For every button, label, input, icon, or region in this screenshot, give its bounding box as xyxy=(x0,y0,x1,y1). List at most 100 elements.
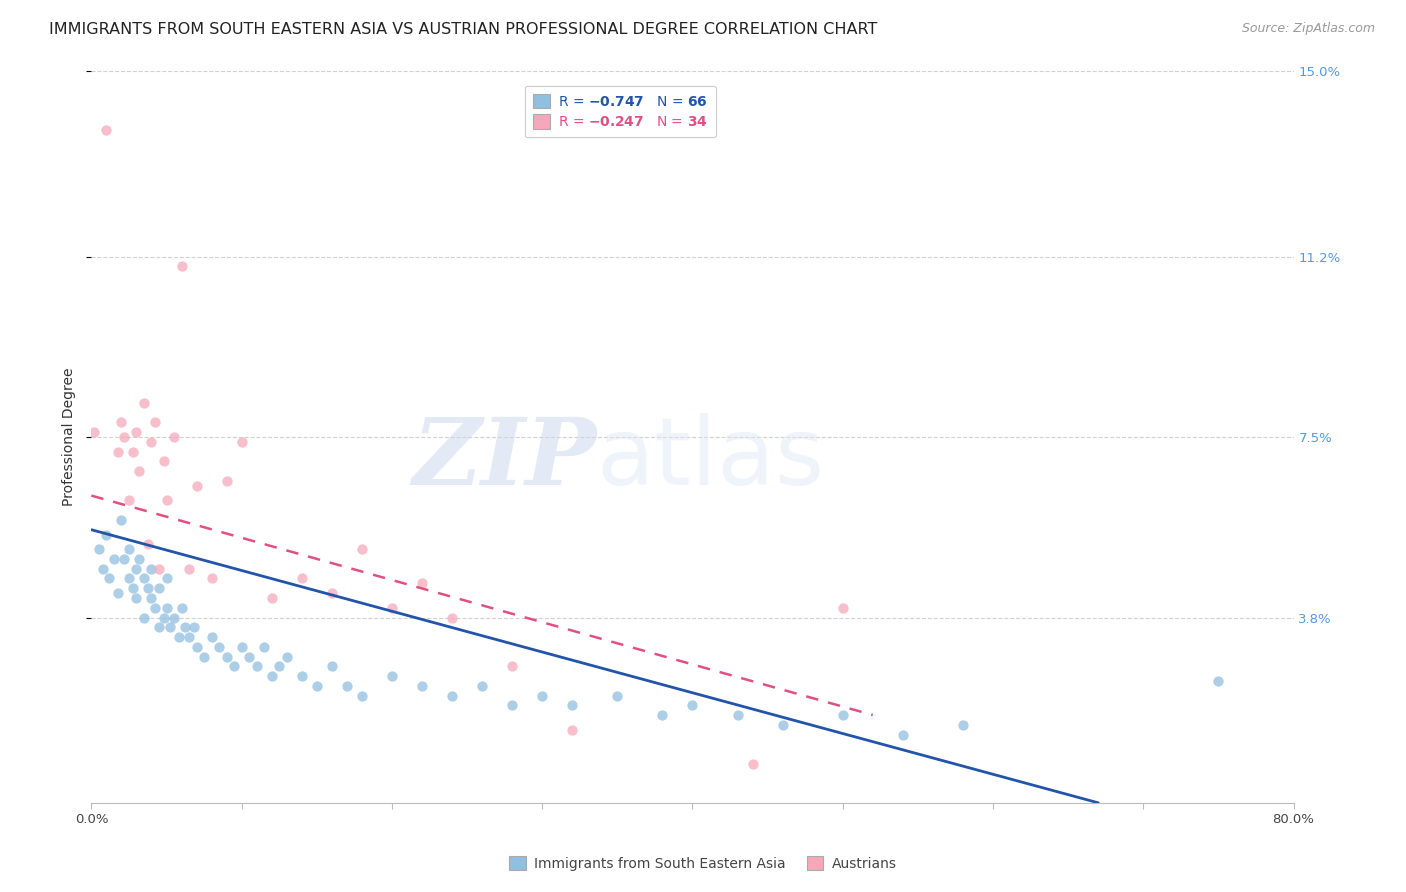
Point xyxy=(531,689,554,703)
Point xyxy=(152,454,174,468)
Point xyxy=(148,562,170,576)
Point xyxy=(215,474,238,488)
Point xyxy=(321,659,343,673)
Point xyxy=(159,620,181,634)
Point xyxy=(155,493,177,508)
Point xyxy=(350,689,373,703)
Point xyxy=(253,640,276,654)
Legend: Immigrants from South Eastern Asia, Austrians: Immigrants from South Eastern Asia, Aust… xyxy=(503,850,903,876)
Point xyxy=(110,416,132,430)
Point xyxy=(231,434,253,449)
Point xyxy=(501,659,523,673)
Point xyxy=(1208,673,1230,688)
Point xyxy=(114,430,136,444)
Text: Source: ZipAtlas.com: Source: ZipAtlas.com xyxy=(1241,22,1375,36)
Point xyxy=(125,562,148,576)
Legend: R = $\mathbf{-0.747}$   N = $\mathbf{66}$, R = $\mathbf{-0.247}$   N = $\mathbf{: R = $\mathbf{-0.747}$ N = $\mathbf{66}$,… xyxy=(524,86,716,137)
Text: atlas: atlas xyxy=(596,413,824,505)
Point xyxy=(186,479,208,493)
Point xyxy=(952,718,974,732)
Point xyxy=(118,572,141,586)
Point xyxy=(276,649,298,664)
Point xyxy=(350,542,373,557)
Point xyxy=(208,640,231,654)
Point xyxy=(231,640,253,654)
Point xyxy=(87,542,110,557)
Text: ZIP: ZIP xyxy=(412,414,596,504)
Point xyxy=(561,723,583,737)
Point xyxy=(163,430,186,444)
Point xyxy=(148,581,170,595)
Point xyxy=(177,630,200,644)
Point xyxy=(681,698,703,713)
Point xyxy=(170,260,193,274)
Point xyxy=(561,698,583,713)
Point xyxy=(741,756,763,771)
Point xyxy=(118,542,141,557)
Point xyxy=(122,581,145,595)
Point xyxy=(440,689,463,703)
Point xyxy=(177,562,200,576)
Point xyxy=(110,513,132,527)
Point xyxy=(114,552,136,566)
Point xyxy=(141,591,163,605)
Point xyxy=(321,586,343,600)
Point xyxy=(125,425,148,440)
Point xyxy=(501,698,523,713)
Point xyxy=(440,610,463,624)
Point xyxy=(132,396,155,410)
Point xyxy=(215,649,238,664)
Point xyxy=(125,591,148,605)
Point xyxy=(651,708,673,723)
Point xyxy=(152,610,174,624)
Point xyxy=(381,669,404,683)
Point xyxy=(107,586,129,600)
Point xyxy=(122,444,145,458)
Point xyxy=(471,679,494,693)
Point xyxy=(336,679,359,693)
Point xyxy=(138,581,160,595)
Point xyxy=(201,630,224,644)
Point xyxy=(260,669,283,683)
Point xyxy=(143,416,166,430)
Point xyxy=(107,444,129,458)
Point xyxy=(291,572,314,586)
Point xyxy=(83,425,105,440)
Point xyxy=(138,537,160,551)
Point xyxy=(173,620,195,634)
Point xyxy=(132,572,155,586)
Point xyxy=(170,600,193,615)
Point xyxy=(148,620,170,634)
Point xyxy=(141,434,163,449)
Point xyxy=(831,708,853,723)
Point xyxy=(141,562,163,576)
Point xyxy=(291,669,314,683)
Point xyxy=(183,620,205,634)
Point xyxy=(155,600,177,615)
Point xyxy=(96,527,118,541)
Point xyxy=(98,572,121,586)
Point xyxy=(118,493,141,508)
Point xyxy=(93,562,115,576)
Point xyxy=(132,610,155,624)
Point xyxy=(381,600,404,615)
Y-axis label: Professional Degree: Professional Degree xyxy=(62,368,76,507)
Point xyxy=(186,640,208,654)
Point xyxy=(224,659,246,673)
Text: IMMIGRANTS FROM SOUTH EASTERN ASIA VS AUSTRIAN PROFESSIONAL DEGREE CORRELATION C: IMMIGRANTS FROM SOUTH EASTERN ASIA VS AU… xyxy=(49,22,877,37)
Point xyxy=(411,679,433,693)
Point xyxy=(167,630,190,644)
Point xyxy=(305,679,328,693)
Point xyxy=(201,572,224,586)
Point xyxy=(163,610,186,624)
Point xyxy=(772,718,794,732)
Point xyxy=(193,649,215,664)
Point xyxy=(246,659,269,673)
Point xyxy=(269,659,291,673)
Point xyxy=(727,708,749,723)
Point xyxy=(103,552,125,566)
Point xyxy=(143,600,166,615)
Point xyxy=(155,572,177,586)
Point xyxy=(128,552,150,566)
Point xyxy=(891,727,914,741)
